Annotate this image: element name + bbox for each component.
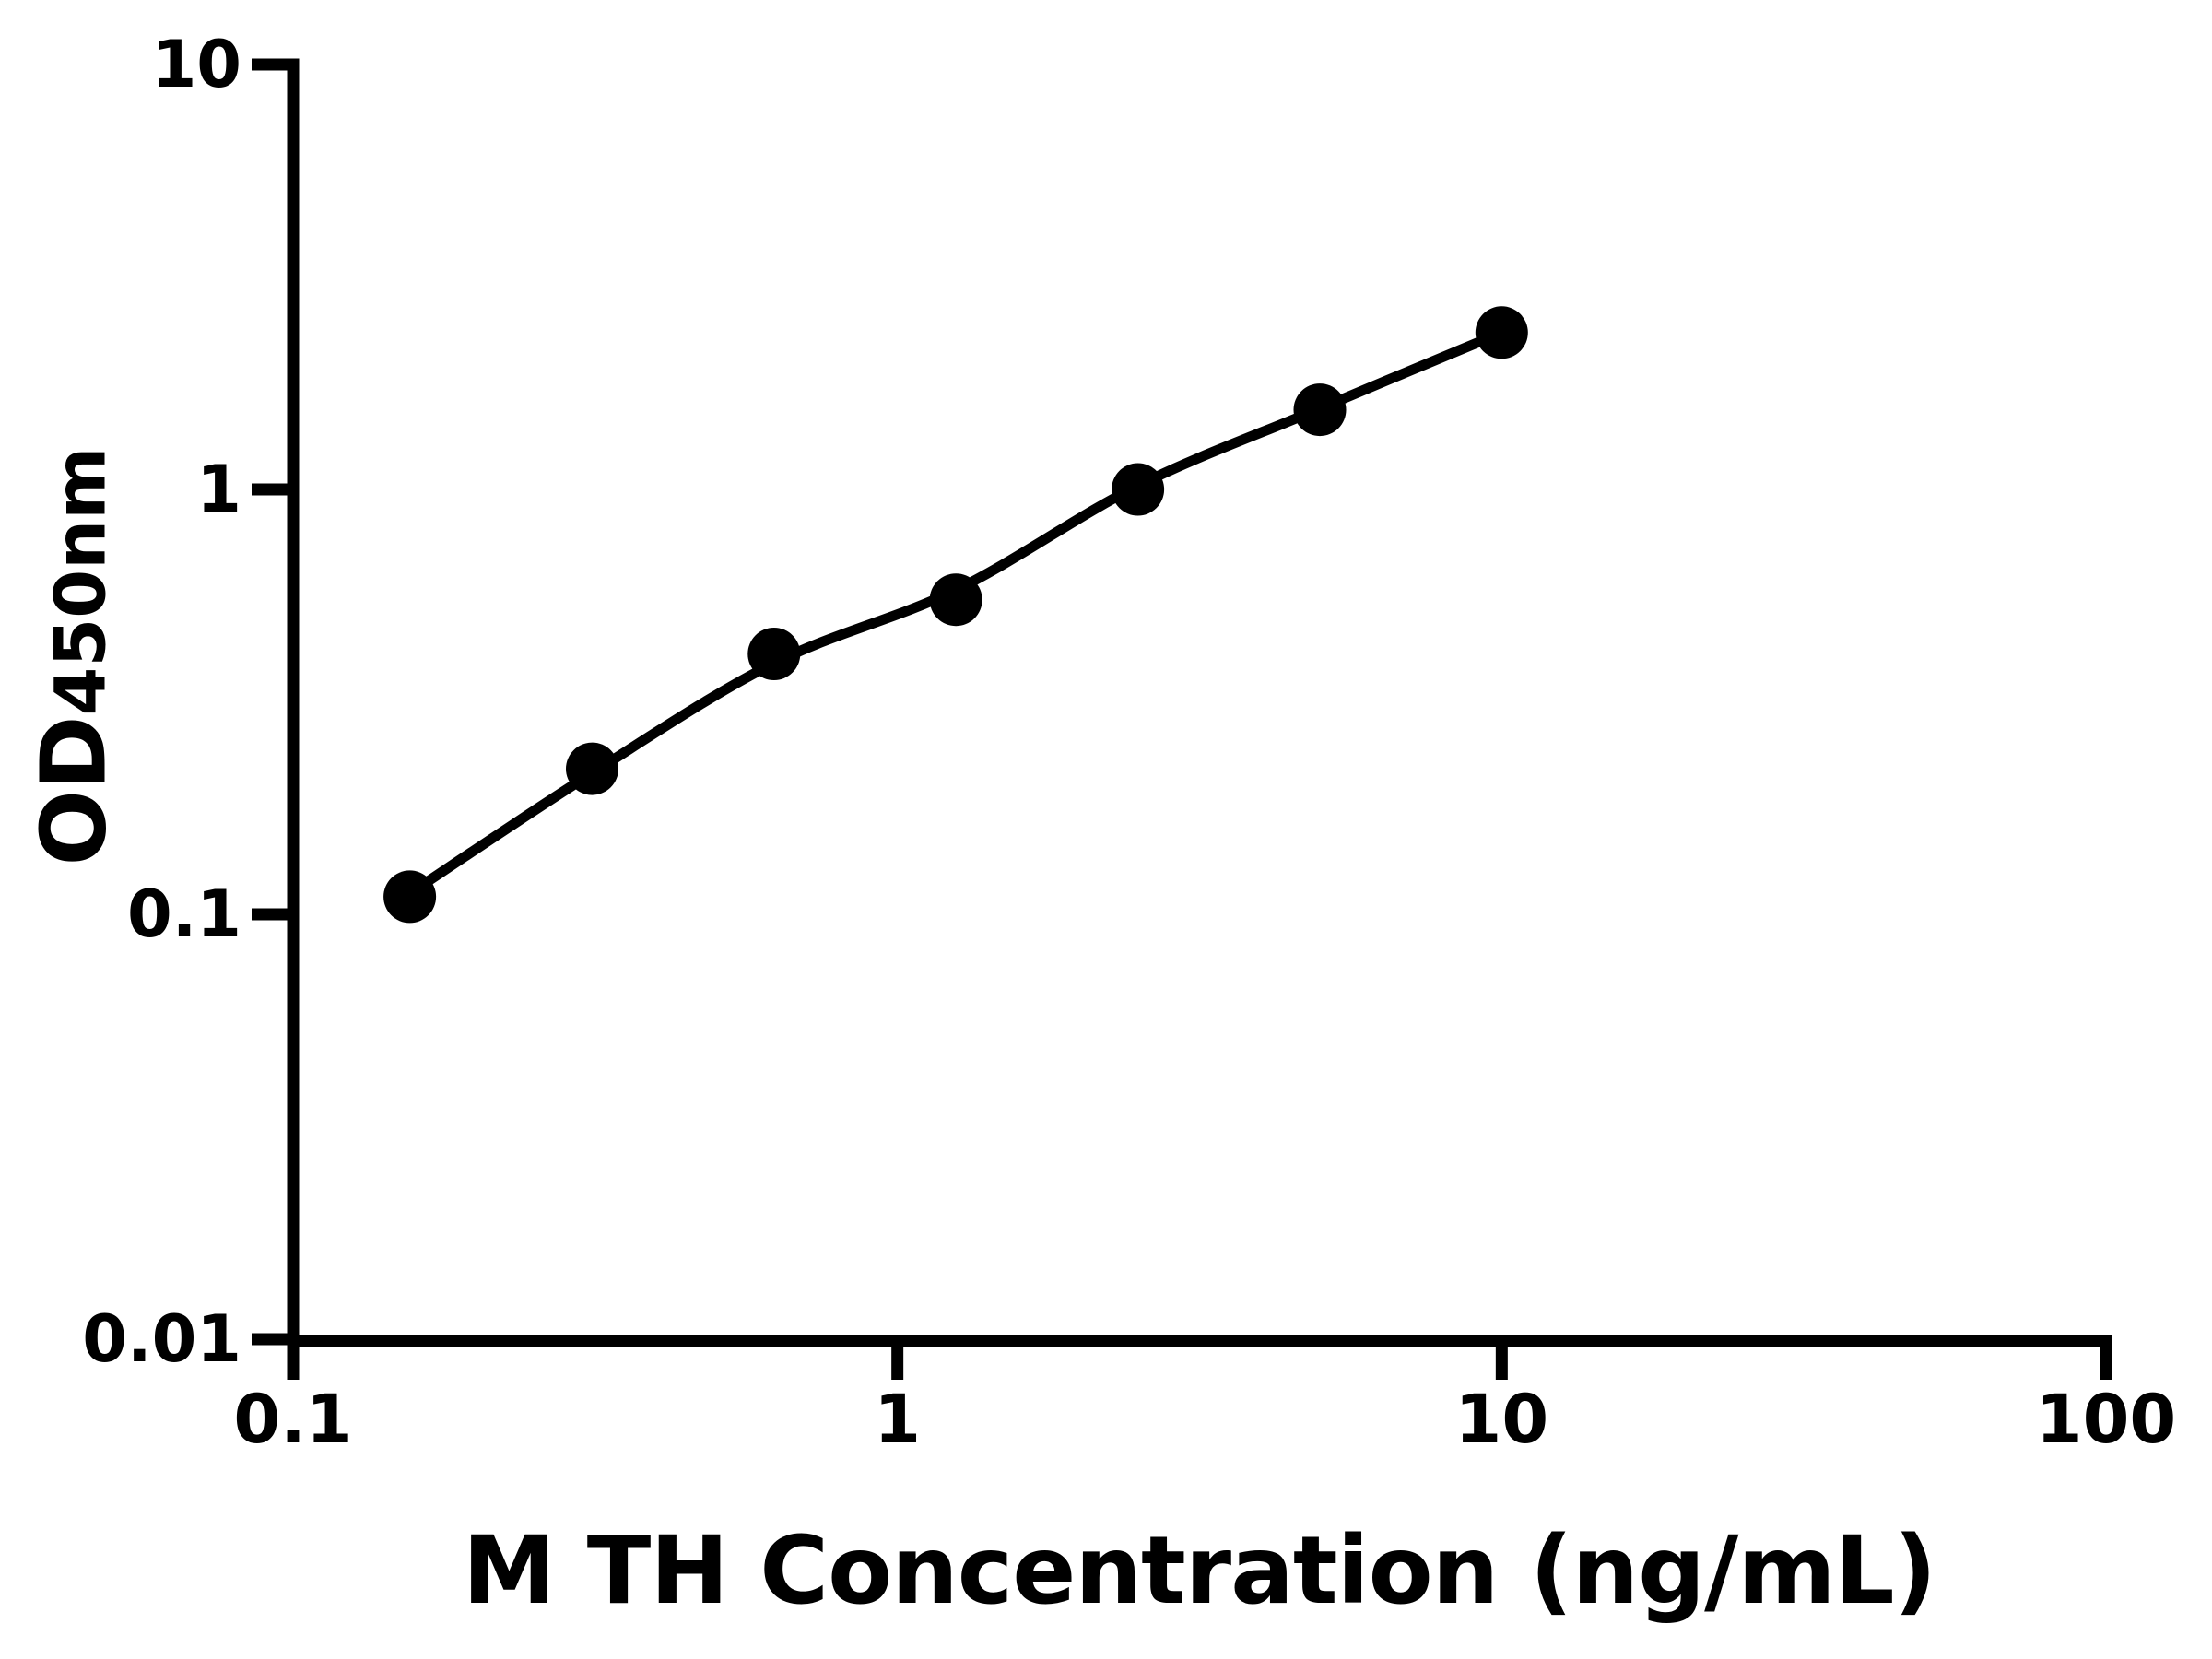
y-tick-label-0.01: 0.01 (82, 1301, 241, 1377)
x-tick-label-1: 1 (874, 1381, 922, 1459)
data-point (1293, 383, 1347, 437)
y-tick-label-1: 1 (196, 452, 241, 527)
data-point (929, 573, 982, 627)
data-point (1475, 306, 1528, 359)
x-tick-label-10: 10 (1454, 1381, 1549, 1459)
x-tick-label-100: 100 (2035, 1381, 2177, 1459)
x-axis-title: M TH Concentration (ng/mL) (462, 1516, 1936, 1626)
data-point (747, 628, 801, 680)
y-tick-label-10: 10 (151, 27, 241, 102)
data-point (383, 870, 437, 924)
data-point (1112, 463, 1165, 516)
data-point (566, 742, 618, 795)
y-tick-label-0.1: 0.1 (126, 877, 241, 952)
x-tick-label-0.1: 0.1 (233, 1381, 353, 1459)
y-axis-title-main: OD (21, 715, 126, 866)
